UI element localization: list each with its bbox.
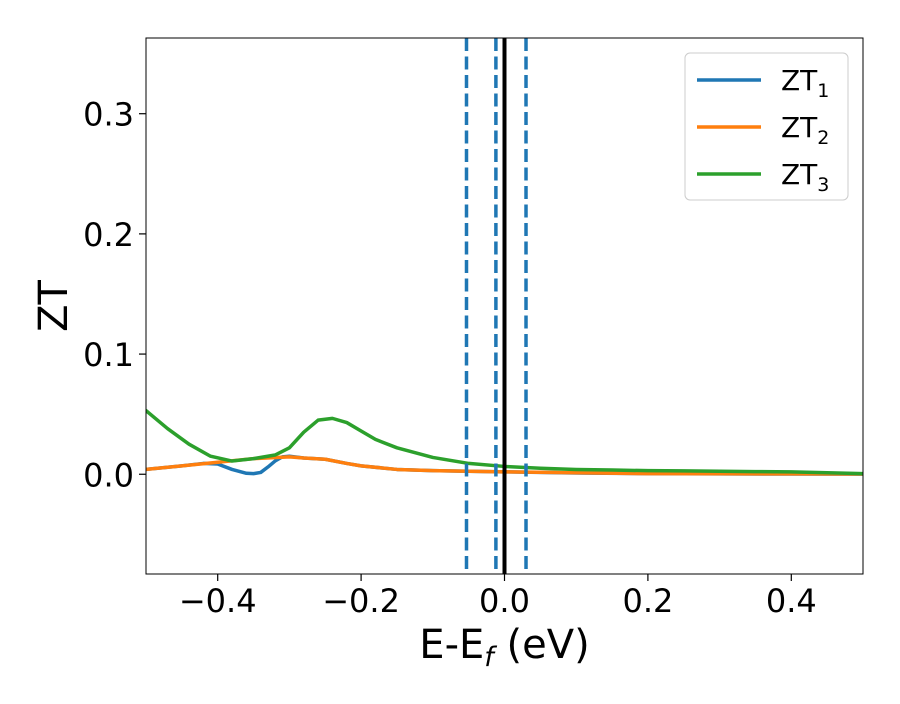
legend-label-1: ZT1 [781,64,829,102]
x-tick-label: 0.2 [622,582,673,620]
x-tick-label: −0.4 [179,582,257,620]
legend-label-2: ZT2 [781,111,829,149]
x-axis-label-tail: (eV) [494,622,590,668]
y-axis-ticks: 0.0 0.1 0.2 0.3 [83,96,146,494]
series-line-3 [146,408,863,476]
x-axis-label-main: E-E [419,622,484,668]
legend: ZT1 ZT2 ZT3 [684,52,849,201]
x-tick-label: 0.0 [479,582,530,620]
y-tick-label: 0.3 [83,96,134,134]
x-axis-label: E-Ef (eV) [419,622,589,673]
x-tick-label: −0.2 [322,582,400,620]
vertical-lines-layer [464,38,528,574]
legend-label-3: ZT3 [781,158,829,196]
x-axis-ticks: −0.4 −0.2 0.0 0.2 0.4 [179,574,817,620]
y-axis-label: ZT [31,280,77,332]
series-layer [146,408,863,476]
y-tick-label: 0.0 [83,456,134,494]
y-tick-label: 0.1 [83,336,134,374]
y-tick-label: 0.2 [83,216,134,254]
legend-frame [684,52,849,201]
x-tick-label: 0.4 [766,582,817,620]
